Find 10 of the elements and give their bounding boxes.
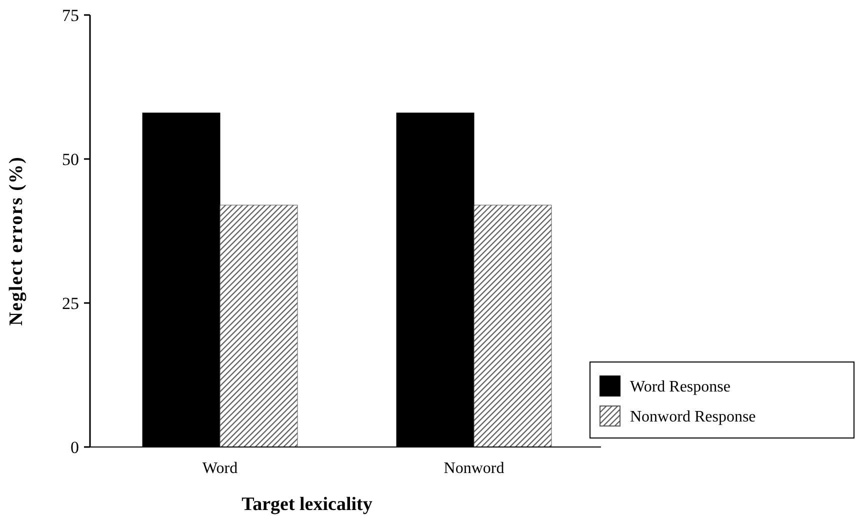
y-tick-label: 25 [62,294,79,313]
y-axis-title: Neglect errors (%) [6,156,27,326]
legend-label: Nonword Response [630,408,756,426]
legend-label: Word Response [630,378,730,396]
y-tick-label: 50 [62,150,79,169]
x-axis-title: Target lexicality [242,494,373,515]
x-tick-label: Word [202,460,238,477]
y-tick-label: 75 [62,6,79,25]
y-tick-label: 0 [70,438,79,457]
x-tick-label: Nonword [444,460,504,477]
